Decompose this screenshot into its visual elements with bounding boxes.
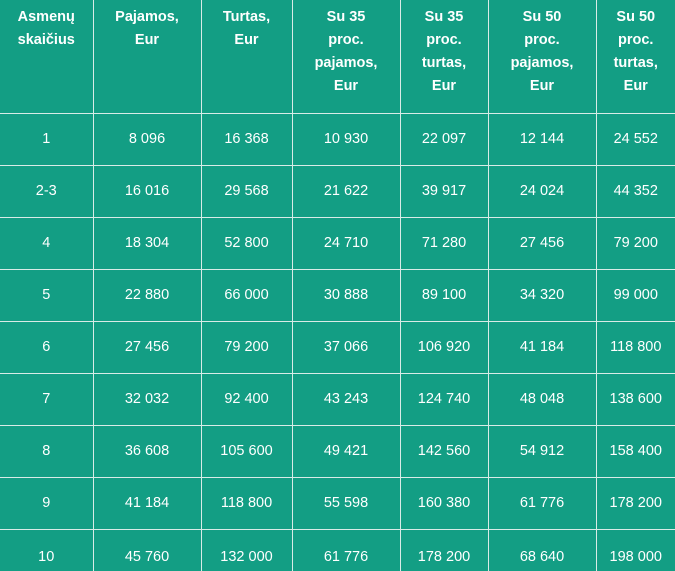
cell-household-size: 5 [0,268,94,322]
cell-assets-35: 71 280 [399,216,489,270]
cell-income-35: 30 888 [291,268,401,322]
cell-assets: 132 000 [200,528,293,571]
cell-household-size: 10 [0,528,94,571]
cell-household-size: 9 [0,476,94,530]
cell-assets-35: 89 100 [399,268,489,322]
cell-assets-35: 142 560 [399,424,489,478]
cell-assets-35: 39 917 [399,164,489,218]
cell-income: 22 880 [92,268,202,322]
table-row: 9 41 184 118 800 55 598 160 380 61 776 178 200 [0,476,675,530]
cell-household-size: 1 [0,112,94,166]
cell-income-50: 68 640 [487,528,597,571]
cell-assets-50: 178 200 [595,476,675,530]
header-assets-50: Su 50 proc. turtas, Eur [595,0,675,114]
cell-income-50: 34 320 [487,268,597,322]
cell-assets-50: 118 800 [595,320,675,374]
cell-assets-35: 160 380 [399,476,489,530]
cell-income: 8 096 [92,112,202,166]
cell-income-50: 48 048 [487,372,597,426]
cell-assets: 92 400 [200,372,293,426]
cell-assets: 16 368 [200,112,293,166]
cell-assets-50: 24 552 [595,112,675,166]
cell-assets-35: 178 200 [399,528,489,571]
cell-income: 27 456 [92,320,202,374]
header-income-50: Su 50 proc. pajamos, Eur [487,0,597,114]
cell-assets: 118 800 [200,476,293,530]
cell-assets-50: 198 000 [595,528,675,571]
cell-assets-50: 44 352 [595,164,675,218]
table-row: 4 18 304 52 800 24 710 71 280 27 456 79 200 [0,216,675,270]
cell-income-35: 37 066 [291,320,401,374]
cell-income-35: 10 930 [291,112,401,166]
cell-household-size: 8 [0,424,94,478]
cell-assets-35: 106 920 [399,320,489,374]
cell-assets: 52 800 [200,216,293,270]
cell-assets: 29 568 [200,164,293,218]
cell-income: 32 032 [92,372,202,426]
cell-assets-50: 79 200 [595,216,675,270]
cell-income: 41 184 [92,476,202,530]
cell-income: 36 608 [92,424,202,478]
cell-household-size: 4 [0,216,94,270]
header-assets-35: Su 35 proc. turtas, Eur [399,0,489,114]
cell-assets: 105 600 [200,424,293,478]
cell-assets-50: 99 000 [595,268,675,322]
cell-income-35: 61 776 [291,528,401,571]
cell-income-35: 55 598 [291,476,401,530]
cell-income-35: 24 710 [291,216,401,270]
table-row: 2-3 16 016 29 568 21 622 39 917 24 024 44 352 [0,164,675,218]
cell-income: 18 304 [92,216,202,270]
cell-income-50: 24 024 [487,164,597,218]
cell-assets-50: 158 400 [595,424,675,478]
cell-assets-35: 22 097 [399,112,489,166]
header-income: Pajamos, Eur [92,0,202,114]
cell-income-50: 12 144 [487,112,597,166]
table-row: 6 27 456 79 200 37 066 106 920 41 184 118 800 [0,320,675,374]
cell-income-50: 61 776 [487,476,597,530]
cell-income-35: 49 421 [291,424,401,478]
table-row: 7 32 032 92 400 43 243 124 740 48 048 138 600 [0,372,675,426]
cell-income-50: 54 912 [487,424,597,478]
cell-income: 16 016 [92,164,202,218]
cell-income-35: 21 622 [291,164,401,218]
header-household-size: Asmenų skaičius [0,0,94,114]
cell-income: 45 760 [92,528,202,571]
cell-household-size: 7 [0,372,94,426]
table-row: 10 45 760 132 000 61 776 178 200 68 640 198 00… [0,528,675,571]
cell-assets-35: 124 740 [399,372,489,426]
cell-household-size: 6 [0,320,94,374]
table-row: 8 36 608 105 600 49 421 142 560 54 912 158 400 [0,424,675,478]
header-assets: Turtas, Eur [200,0,293,114]
cell-household-size: 2-3 [0,164,94,218]
cell-assets-50: 138 600 [595,372,675,426]
table-row: 5 22 880 66 000 30 888 89 100 34 320 99 000 [0,268,675,322]
cell-income-50: 41 184 [487,320,597,374]
cell-assets: 66 000 [200,268,293,322]
cell-income-50: 27 456 [487,216,597,270]
header-income-35: Su 35 proc. pajamos, Eur [291,0,401,114]
cell-assets: 79 200 [200,320,293,374]
header-row: Asmenų skaičius Pajamos, Eur Turtas, Eur… [0,0,675,114]
cell-income-35: 43 243 [291,372,401,426]
